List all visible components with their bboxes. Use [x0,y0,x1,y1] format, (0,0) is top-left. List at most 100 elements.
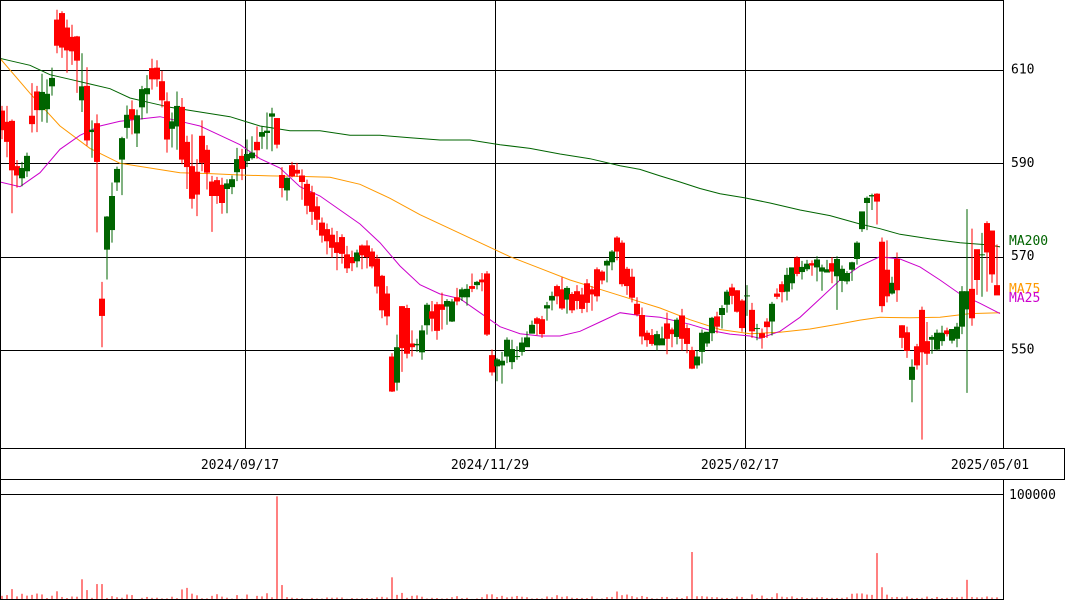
candle-body [199,135,205,163]
volume-bar [961,596,963,600]
candle-body [359,245,365,256]
volume-bar [286,597,288,600]
volume-bar [716,597,718,600]
candle-body [664,323,670,339]
candle-body [754,328,760,330]
candle-body [634,303,640,315]
candle-body [799,266,805,273]
candle-body [819,267,825,272]
candle-body [669,329,675,335]
candle-body [824,269,830,273]
volume-bar [86,590,88,600]
volume-bar [401,592,403,600]
volume-bar [901,597,903,600]
candle-body [64,27,70,51]
candle-body [744,295,750,297]
candle-body [644,332,650,341]
candle-body [74,36,80,61]
candle-body [974,249,980,280]
candle-body [89,129,95,133]
volume-bar [411,595,413,600]
candle-body [584,283,590,303]
volume-bar [36,593,38,600]
candle-body [599,271,605,281]
volume-bar [521,596,523,600]
volume-bar [71,596,73,600]
volume-bar [221,596,223,600]
candle-body [94,123,100,162]
candle-body [894,259,900,291]
candle-body [544,305,550,309]
candle-body [4,121,10,142]
volume-bar [406,597,408,600]
candle-body [769,303,775,322]
candle-body [844,273,850,282]
candle-body [889,282,895,294]
volume-bar [736,596,738,600]
candle-body [839,268,845,281]
volume-bar [81,579,83,600]
candle-body [529,324,535,334]
x-tick-label: 2024/11/29 [451,458,529,473]
candle-body [459,289,465,298]
candle-body [239,155,245,169]
candle-body [69,36,75,52]
candle-body [499,360,505,366]
volume-bar [946,597,948,600]
candle-body [204,149,210,173]
volume-bar [381,596,383,600]
candle-body [524,337,530,348]
volume-bar [571,597,573,600]
volume-bar [266,593,268,600]
candle-body [224,183,230,189]
volume-bar [876,553,878,600]
volume-bar [646,596,648,600]
candle-body [24,155,30,172]
candle-body [379,275,385,311]
volume-bar [821,597,823,600]
candle-body [409,343,415,348]
volume-bar [26,595,28,600]
candle-body [739,300,745,329]
candle-body [154,67,160,80]
candle-body [979,254,985,256]
volume-bar [871,594,873,600]
candle-body [354,252,360,262]
candle-body [324,229,330,242]
volume-bar [691,552,693,600]
volume-bar [666,596,668,600]
candle-body [249,152,255,159]
candle-body [114,168,120,183]
volume-bar [801,597,803,600]
volume-bar [11,589,13,600]
candle-body [404,308,410,354]
candle-body [814,259,820,268]
candle-body [129,109,135,120]
candle-body [579,294,585,309]
volume-bar [121,597,123,600]
volume-bar [636,597,638,600]
candle-body [774,293,780,297]
volume-bar [491,594,493,600]
candle-body [19,168,25,179]
volume-bar [621,595,623,600]
volume-bar [776,593,778,600]
volume-bar [796,597,798,600]
candle-body [869,195,875,197]
candle-body [589,289,595,295]
volume-bar [606,597,608,600]
candle-body [139,89,145,108]
volume-bar [186,587,188,600]
candle-body [274,118,280,145]
candle-body [449,301,455,322]
candle-body [44,93,50,110]
volume-bar [486,594,488,600]
candle-body [14,166,20,176]
candle-body [674,319,680,337]
candle-body [679,315,685,339]
candle-body [124,114,130,128]
candle-body [389,356,395,392]
candle-body [229,179,235,188]
y-tick-label: 610 [1011,63,1034,78]
candle-body [384,293,390,317]
